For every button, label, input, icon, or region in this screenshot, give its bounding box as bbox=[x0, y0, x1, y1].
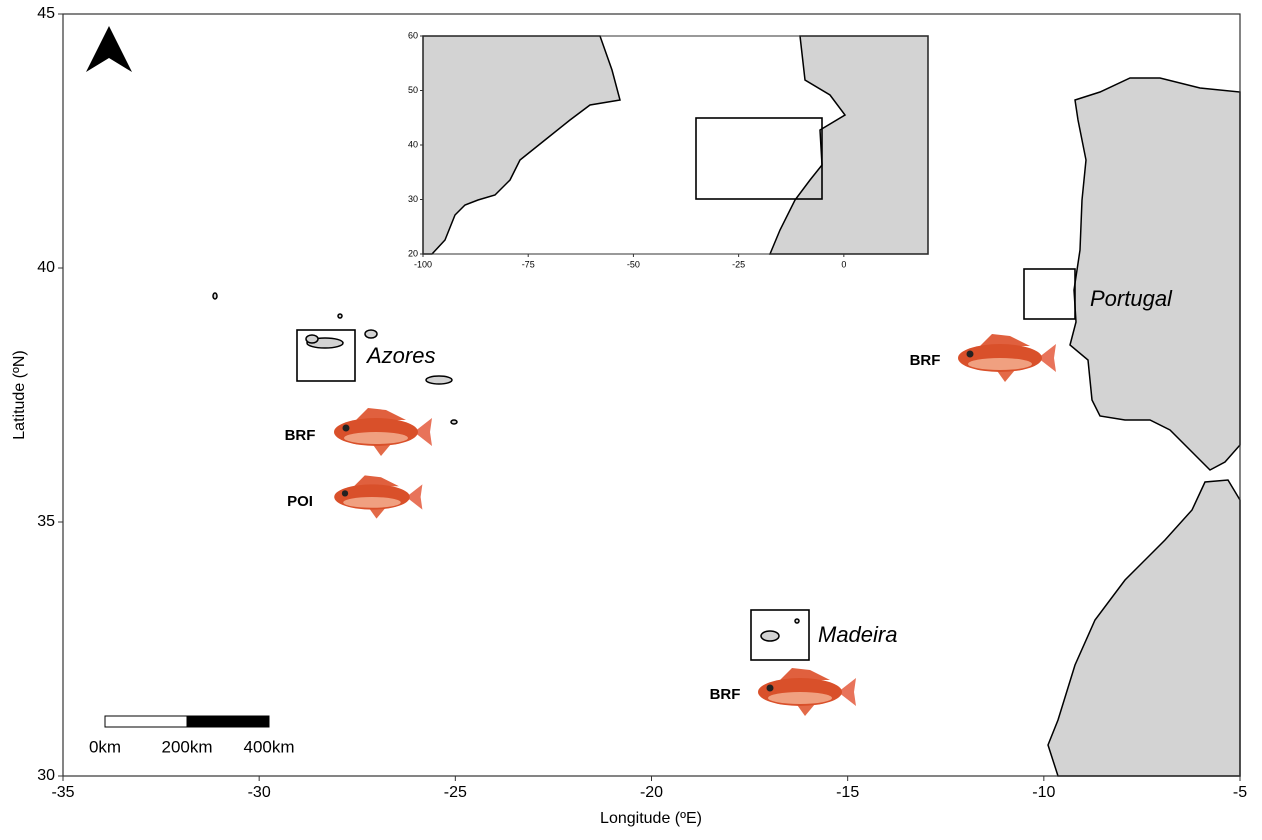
x-tick-label: -35 bbox=[51, 784, 74, 801]
species-label: POI bbox=[287, 493, 313, 510]
y-tick-label: 35 bbox=[37, 513, 55, 530]
fish-belly bbox=[344, 432, 408, 444]
iberia bbox=[1070, 78, 1240, 470]
x-tick-label: -30 bbox=[248, 784, 271, 801]
island bbox=[451, 420, 457, 424]
x-tick-label: -15 bbox=[836, 784, 859, 801]
inset-x-tick-label: -100 bbox=[414, 259, 432, 269]
species-label: BRF bbox=[710, 686, 741, 703]
fish bbox=[958, 334, 1056, 382]
species-label: BRF bbox=[910, 352, 941, 369]
inset-x-tick-label: -25 bbox=[732, 259, 745, 269]
island bbox=[338, 314, 342, 318]
species-label: BRF bbox=[285, 427, 316, 444]
fish-belly bbox=[343, 497, 401, 508]
region-label: Madeira bbox=[818, 622, 897, 647]
scale-label: 0km bbox=[89, 737, 121, 756]
x-axis-label: Longitude (ºE) bbox=[600, 810, 702, 827]
y-tick-label: 45 bbox=[37, 5, 55, 22]
scale-label: 400km bbox=[243, 737, 294, 756]
y-tick-label: 40 bbox=[37, 259, 55, 276]
inset-x-tick-label: 0 bbox=[841, 259, 846, 269]
scale-bar-segment bbox=[187, 716, 269, 727]
map-figure: 0km 200km 400km Azores Portugal Madeira … bbox=[0, 0, 1262, 835]
study-area bbox=[751, 610, 809, 660]
x-tick-label: -10 bbox=[1032, 784, 1055, 801]
island bbox=[761, 631, 779, 641]
region-label: Azores bbox=[365, 343, 435, 368]
scale-bar-segment bbox=[105, 716, 187, 727]
inset-y-tick-label: 30 bbox=[408, 194, 418, 204]
fish-belly bbox=[968, 358, 1032, 370]
x-tick-label: -20 bbox=[640, 784, 663, 801]
fish-eye bbox=[342, 490, 348, 496]
island bbox=[213, 293, 217, 299]
y-axis-label: Latitude (ºN) bbox=[11, 350, 28, 439]
fish-eye bbox=[343, 425, 350, 432]
fish-belly bbox=[768, 692, 832, 704]
x-tick-label: -5 bbox=[1233, 784, 1247, 801]
x-tick-label: -25 bbox=[444, 784, 467, 801]
inset-x-tick-label: -50 bbox=[627, 259, 640, 269]
fish bbox=[758, 668, 856, 716]
north-arrow bbox=[86, 26, 132, 72]
island bbox=[365, 330, 377, 338]
fish bbox=[334, 408, 432, 456]
inset-y-tick-label: 40 bbox=[408, 139, 418, 149]
y-tick-label: 30 bbox=[37, 767, 55, 784]
fish-eye bbox=[967, 351, 974, 358]
fish-eye bbox=[767, 685, 774, 692]
inset-x-tick-label: -75 bbox=[522, 259, 535, 269]
study-area bbox=[1024, 269, 1075, 319]
inset-y-tick-label: 20 bbox=[408, 248, 418, 258]
island bbox=[306, 335, 318, 343]
inset-y-tick-label: 50 bbox=[408, 85, 418, 95]
africa bbox=[1048, 480, 1240, 776]
island bbox=[795, 619, 799, 623]
fish bbox=[334, 475, 422, 518]
scale-label: 200km bbox=[161, 737, 212, 756]
inset-y-tick-label: 60 bbox=[408, 30, 418, 40]
islands bbox=[213, 293, 799, 641]
inset-map: -100 -75 -50 -25 0 20 30 40 50 60 bbox=[408, 30, 928, 269]
region-label: Portugal bbox=[1090, 286, 1173, 311]
fish-illustrations bbox=[334, 334, 1056, 716]
island bbox=[426, 376, 452, 384]
